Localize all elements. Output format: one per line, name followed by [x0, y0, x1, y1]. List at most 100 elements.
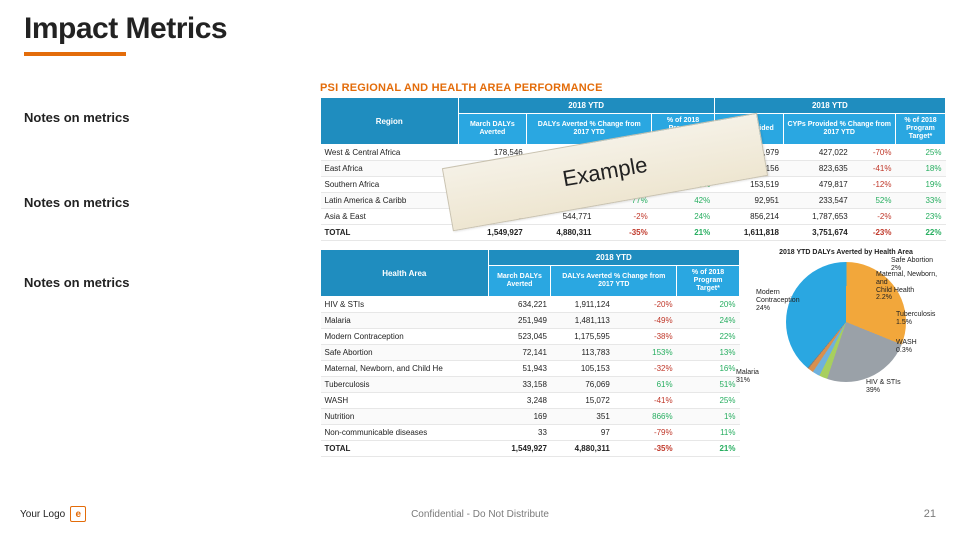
table-cell: 51% [677, 377, 740, 393]
pie-slice-label: WASH0.3% [896, 339, 917, 354]
table-cell: East Africa [321, 161, 459, 177]
table-cell: 33% [896, 193, 946, 209]
table-cell: 1,175,595 [551, 329, 614, 345]
table-cell: 1,549,927 [488, 441, 551, 457]
footer-page-number: 21 [924, 508, 936, 520]
table-cell: 4,880,311 [527, 225, 596, 241]
pie-slice-label: Malaria31% [736, 369, 759, 384]
table-cell: 479,817 [783, 177, 852, 193]
table-cell: 51,943 [488, 361, 551, 377]
table-cell: 76,069 [551, 377, 614, 393]
table-cell: 113,783 [551, 345, 614, 361]
table-cell: 153% [614, 345, 677, 361]
table-cell: Safe Abortion [321, 345, 489, 361]
t1-h-region: Region [321, 98, 459, 145]
table-cell: Malaria [321, 313, 489, 329]
pie-chart: 2018 YTD DALYs Averted by Health Area HI… [746, 249, 946, 457]
table-cell: 11% [677, 425, 740, 441]
table-cell: 33 [488, 425, 551, 441]
table-cell: -41% [852, 161, 896, 177]
table-cell: 20% [677, 297, 740, 313]
table-row: TOTAL1,549,9274,880,311-35%21%1,611,8183… [321, 225, 946, 241]
table-row: TOTAL1,549,9274,880,311-35%21% [321, 441, 740, 457]
table-row: Safe Abortion72,141113,783153%13% [321, 345, 740, 361]
table-cell: -2% [596, 209, 652, 225]
pie-slice-label: Safe Abortion2% [891, 257, 933, 272]
table-cell: 21% [652, 225, 715, 241]
table-row: Tuberculosis33,15876,06961%51% [321, 377, 740, 393]
table-cell: 233,547 [783, 193, 852, 209]
t1-sub-b1: CYPs Provided % Change from 2017 YTD [783, 114, 896, 145]
notes-line-2: Notes on metrics [24, 195, 129, 210]
table-cell: 24% [652, 209, 715, 225]
table-cell: 52% [852, 193, 896, 209]
table-cell: Maternal, Newborn, and Child He [321, 361, 489, 377]
table-cell: 13% [677, 345, 740, 361]
table-row: Modern Contraception523,0451,175,595-38%… [321, 329, 740, 345]
table-cell: 19% [896, 177, 946, 193]
table-row: Nutrition169351866%1% [321, 409, 740, 425]
table-cell: Asia & East [321, 209, 459, 225]
table-cell: 3,248 [488, 393, 551, 409]
notes-line-3: Notes on metrics [24, 275, 129, 290]
footer-confidential: Confidential - Do Not Distribute [0, 509, 960, 520]
table-cell: 866% [614, 409, 677, 425]
t2-sub-1: DALYs Averted % Change from 2017 YTD [551, 266, 677, 297]
notes-line-1: Notes on metrics [24, 110, 129, 125]
table-cell: 42% [652, 193, 715, 209]
table-cell: 351 [551, 409, 614, 425]
table-row: HIV & STIs634,2211,911,124-20%20% [321, 297, 740, 313]
table-cell: 15,072 [551, 393, 614, 409]
table-row: Asia & East239,161544,771-2%24%856,2141,… [321, 209, 946, 225]
table-cell: 169 [488, 409, 551, 425]
table-row: Maternal, Newborn, and Child He51,943105… [321, 361, 740, 377]
t2-sub-2: % of 2018 Program Target* [677, 266, 740, 297]
table-cell: 25% [896, 145, 946, 161]
table-cell: West & Central Africa [321, 145, 459, 161]
table-cell: 3,751,674 [783, 225, 852, 241]
table-cell: 61% [614, 377, 677, 393]
panel-title: PSI REGIONAL AND HEALTH AREA PERFORMANCE [320, 82, 946, 94]
table-cell: 251,949 [488, 313, 551, 329]
table-cell: 22% [896, 225, 946, 241]
t1-sub-b2: % of 2018 Program Target* [896, 114, 946, 145]
slide-title: Impact Metrics [24, 12, 227, 46]
table-cell: 856,214 [714, 209, 783, 225]
table-cell: 97 [551, 425, 614, 441]
table-cell: 22% [677, 329, 740, 345]
table-cell: 23% [896, 209, 946, 225]
table-cell: -12% [852, 177, 896, 193]
table-cell: WASH [321, 393, 489, 409]
table-row: WASH3,24815,072-41%25% [321, 393, 740, 409]
table-cell: -35% [596, 225, 652, 241]
table-cell: 523,045 [488, 329, 551, 345]
table-cell: 823,635 [783, 161, 852, 177]
pie-slice-label: HIV & STIs39% [866, 379, 901, 394]
table-row: Non-communicable diseases3397-79%11% [321, 425, 740, 441]
table-cell: -41% [614, 393, 677, 409]
table-cell: Nutrition [321, 409, 489, 425]
table-cell: 1,911,124 [551, 297, 614, 313]
table-cell: -23% [852, 225, 896, 241]
table-cell: 33,158 [488, 377, 551, 393]
table-cell: TOTAL [321, 441, 489, 457]
table-cell: Non-communicable diseases [321, 425, 489, 441]
table-cell: -70% [852, 145, 896, 161]
table-cell: Tuberculosis [321, 377, 489, 393]
pie-slice-label: ModernContraception24% [756, 289, 800, 312]
table-cell: -32% [614, 361, 677, 377]
table-cell: 92,951 [714, 193, 783, 209]
table-cell: 1,787,653 [783, 209, 852, 225]
table-cell: 18% [896, 161, 946, 177]
table-cell: -79% [614, 425, 677, 441]
table-cell: -49% [614, 313, 677, 329]
table-cell: -38% [614, 329, 677, 345]
t2-h-ytd: 2018 YTD [488, 250, 739, 266]
table-cell: 24% [677, 313, 740, 329]
table-cell: TOTAL [321, 225, 459, 241]
t1-h-ytd-a: 2018 YTD [458, 98, 714, 114]
title-underline [24, 52, 126, 56]
table-cell: 427,022 [783, 145, 852, 161]
table-cell: HIV & STIs [321, 297, 489, 313]
table-cell: 1,481,113 [551, 313, 614, 329]
